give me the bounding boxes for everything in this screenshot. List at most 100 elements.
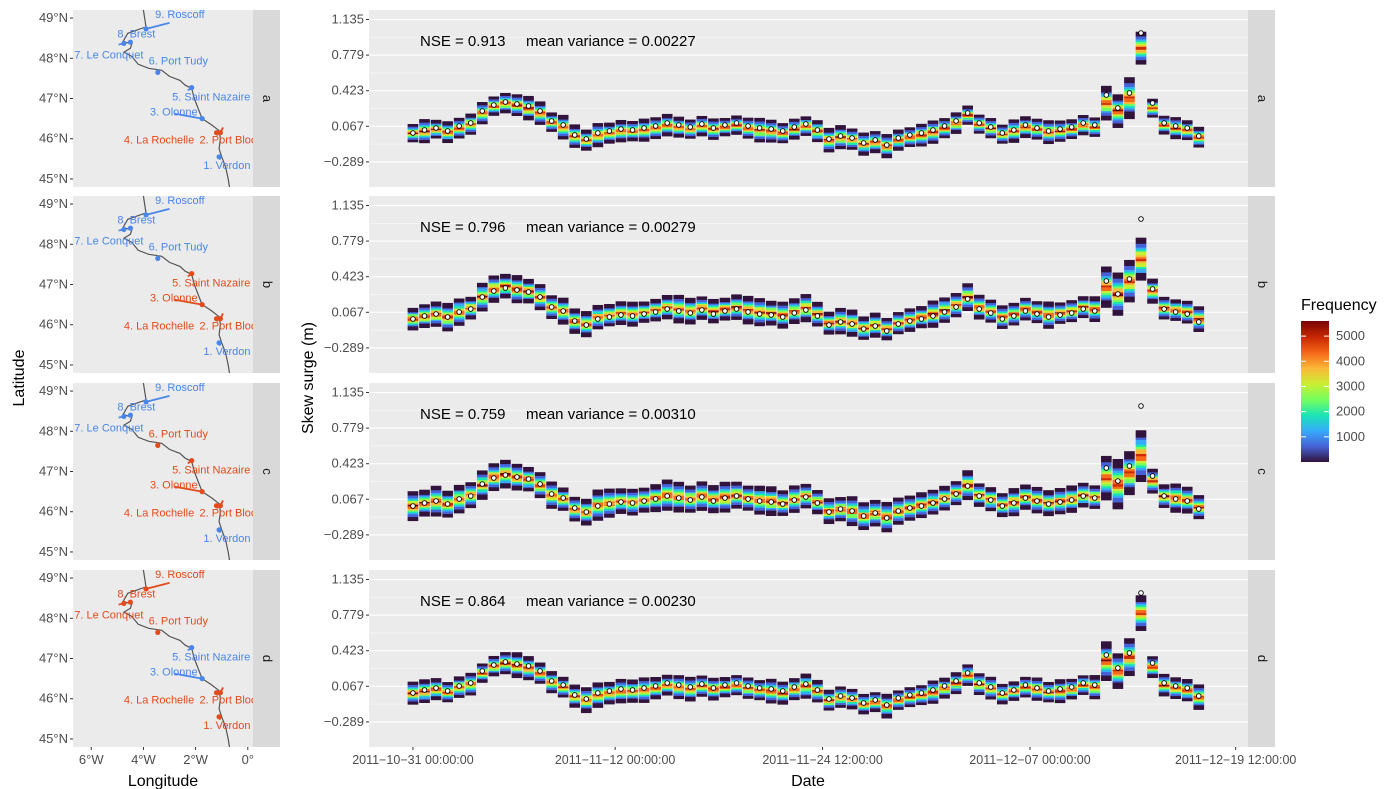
heat-tile [569, 140, 581, 142]
heat-tile [1112, 124, 1124, 127]
heat-tile [638, 137, 650, 139]
heat-tile [592, 322, 604, 324]
heat-tile [1020, 133, 1031, 136]
heat-tile [835, 141, 846, 143]
heat-tile [719, 303, 731, 306]
heat-tile [442, 304, 453, 306]
heat-tile [661, 480, 673, 483]
heat-tile [488, 473, 500, 475]
observed-point [884, 142, 890, 148]
heat-tile [488, 284, 500, 286]
site-label-8: 8. Brest [117, 28, 155, 40]
heat-tile [627, 310, 638, 313]
heat-tile [1101, 290, 1112, 293]
heat-tile [916, 515, 927, 517]
heat-tile [453, 315, 465, 318]
heat-tile [731, 118, 742, 121]
observed-point [953, 304, 959, 310]
heat-tile [835, 131, 846, 133]
heat-tile [1101, 492, 1112, 495]
heat-tile [708, 122, 719, 124]
heat-tile [1020, 117, 1031, 119]
heat-tile [442, 327, 453, 329]
heat-tile [1089, 134, 1101, 136]
heat-tile [1135, 243, 1147, 246]
heat-tile [476, 308, 488, 311]
heat-tile [835, 307, 846, 310]
heat-tile [407, 324, 419, 326]
heat-tile [592, 513, 604, 516]
heat-tile [892, 134, 904, 136]
heat-tile [742, 117, 754, 119]
heat-tile [1135, 259, 1147, 262]
heat-tile [1054, 496, 1066, 498]
heat-tile [858, 324, 869, 327]
heat-tile [407, 137, 419, 139]
heat-tile [604, 493, 615, 496]
heat-tile [465, 485, 477, 488]
heat-tile [1089, 128, 1101, 130]
heat-tile [1089, 133, 1101, 136]
heat-tile [985, 493, 997, 495]
heat-tile [846, 131, 858, 133]
site-line-9 [145, 208, 170, 216]
heat-tile [1181, 120, 1193, 122]
heat-tile [916, 142, 927, 144]
observed-point [595, 130, 601, 136]
heat-tile [523, 284, 534, 286]
observed-point [514, 101, 520, 107]
observed-point [1011, 500, 1017, 506]
heat-tile [1008, 319, 1020, 321]
heat-tile [939, 134, 950, 136]
heat-tile [1135, 432, 1147, 436]
heat-tile [788, 299, 800, 301]
observed-point [699, 494, 705, 500]
heat-tile [430, 136, 442, 138]
heat-tile [465, 501, 477, 504]
heat-tile [812, 508, 823, 510]
heat-tile [430, 301, 442, 303]
heat-tile [661, 129, 673, 131]
heat-tile [1147, 279, 1158, 282]
heat-tile [1089, 302, 1101, 304]
heat-tile [742, 318, 754, 321]
heat-tile [835, 516, 846, 519]
heat-tile [476, 303, 488, 306]
heat-tile [973, 116, 985, 118]
heat-tile [638, 503, 650, 505]
heat-tile [916, 508, 927, 510]
heat-tile [465, 484, 477, 486]
heat-tile [627, 302, 638, 305]
heat-tile [546, 126, 557, 128]
heat-tile [881, 510, 893, 512]
heat-tile [407, 312, 419, 315]
heat-tile [580, 522, 592, 525]
heat-tile [708, 321, 719, 324]
heat-tile [823, 144, 835, 146]
heat-tile [615, 121, 627, 124]
heat-tile [1077, 482, 1089, 485]
heat-tile [1193, 130, 1205, 132]
heat-tile [453, 128, 465, 131]
heat-tile [800, 492, 812, 495]
heat-tile [488, 110, 500, 112]
heat-tile [684, 134, 696, 136]
heat-tile [534, 285, 546, 287]
heat-tile [1066, 508, 1077, 511]
observed-point [964, 296, 971, 302]
heat-tile [1158, 302, 1170, 305]
heat-tile [835, 512, 846, 514]
heat-tile [754, 506, 765, 509]
heat-tile [985, 492, 997, 494]
observed-point [780, 501, 786, 507]
heat-tile [661, 296, 673, 298]
heat-tile [1112, 468, 1124, 471]
heat-tile [488, 96, 500, 98]
observed-point [976, 306, 982, 312]
heat-tile [661, 499, 673, 501]
heat-tile [523, 114, 534, 116]
heat-tile [1066, 121, 1077, 124]
heat-tile [569, 313, 581, 315]
heat-tile [812, 505, 823, 507]
heat-tile [939, 304, 950, 306]
